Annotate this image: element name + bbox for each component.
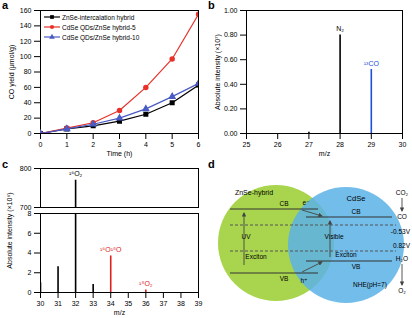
svg-text:H₂O: H₂O [396,255,408,262]
svg-text:26: 26 [274,141,282,148]
svg-text:O₂: O₂ [398,287,406,294]
svg-text:0.40: 0.40 [224,81,238,88]
svg-text:CdSe: CdSe [347,194,366,203]
svg-text:CB: CB [351,208,360,215]
svg-text:0: 0 [39,141,43,148]
html-text:a: a [2,0,9,11]
svg-text:Time (h): Time (h) [107,150,133,158]
svg-text:¹³CO: ¹³CO [364,60,380,67]
svg-text:ZnSe-hybrid: ZnSe-hybrid [235,189,273,197]
svg-text:m/z: m/z [114,309,126,316]
svg-text:33: 33 [89,300,97,307]
svg-text:CO₂: CO₂ [396,189,409,196]
svg-text:40: 40 [24,99,32,106]
svg-text:-0.53V: -0.53V [391,228,411,235]
svg-text:e⁻: e⁻ [302,199,309,206]
svg-text:37: 37 [159,300,167,307]
svg-text:CB: CB [279,200,288,207]
svg-text:0.80: 0.80 [224,31,238,38]
html-text:CdSe QDs/ZnSe hybrid-5: CdSe QDs/ZnSe hybrid-5 [62,23,136,31]
svg-text:60: 60 [24,84,32,91]
svg-text:800: 800 [20,165,32,172]
svg-text:0.60: 0.60 [224,56,238,63]
svg-text:700: 700 [19,203,32,211]
svg-text:CO: CO [397,213,407,220]
html-text:ZnSe-intercalation hybrid: ZnSe-intercalation hybrid [62,13,135,21]
svg-text:8: 8 [28,210,32,217]
svg-text:36: 36 [142,300,150,307]
svg-text:0.00: 0.00 [224,130,238,137]
svg-text:¹⁶O¹⁸O: ¹⁶O¹⁸O [100,246,122,253]
svg-text:160: 160 [20,7,32,14]
svg-text:27: 27 [305,141,313,148]
svg-text:20: 20 [24,114,32,121]
svg-text:4: 4 [28,249,32,256]
svg-text:¹⁶O₂: ¹⁶O₂ [69,170,83,177]
svg-text:30: 30 [399,141,407,148]
html-text:CdSe QDs/ZnSe hybrid-10: CdSe QDs/ZnSe hybrid-10 [62,33,140,41]
svg-text:80: 80 [24,68,32,75]
svg-text:CO yield (μmol/g): CO yield (μmol/g) [8,45,16,100]
svg-text:35: 35 [124,300,132,307]
svg-text:6: 6 [197,141,201,148]
svg-text:N₂: N₂ [336,25,344,32]
svg-text:0.20: 0.20 [224,105,238,112]
svg-text:UV: UV [241,233,251,240]
svg-text:3: 3 [118,141,122,148]
svg-text:32: 32 [72,300,80,307]
svg-text:31: 31 [54,300,62,307]
html-text:c: c [2,158,9,170]
svg-text:1.00: 1.00 [224,7,238,14]
svg-text:4: 4 [144,141,148,148]
svg-text:Exciton: Exciton [245,253,267,260]
svg-text:0.82V: 0.82V [393,242,411,249]
svg-text:1: 1 [65,141,69,148]
html-text:Absolute intensity (×10⁶): Absolute intensity (×10⁶) [5,191,13,269]
svg-text:Exciton: Exciton [335,251,357,258]
html-text:b: b [208,0,215,11]
svg-text:100: 100 [20,53,32,60]
svg-text:0: 0 [28,289,32,296]
svg-text:2: 2 [28,269,32,276]
svg-text:29: 29 [367,141,375,148]
svg-text:30: 30 [37,300,45,307]
svg-text:38: 38 [177,300,185,307]
svg-text:2: 2 [91,141,95,148]
svg-text:Absolute intensity (×10⁷): Absolute intensity (×10⁷) [214,34,222,110]
svg-text:140: 140 [20,22,32,29]
svg-text:39: 39 [195,300,203,307]
svg-text:VB: VB [352,263,361,270]
svg-text:NHE(pH=7): NHE(pH=7) [353,281,387,289]
svg-text:Visible: Visible [324,233,343,240]
html-text:d: d [208,158,215,170]
svg-text:34: 34 [107,300,115,307]
svg-text:28: 28 [336,141,344,148]
svg-text:120: 120 [20,37,32,44]
svg-text:m/z: m/z [319,150,331,157]
svg-text:¹⁸O₂: ¹⁸O₂ [139,280,153,287]
svg-text:6: 6 [28,229,32,236]
svg-text:VB: VB [280,275,289,282]
svg-text:0: 0 [28,130,32,137]
svg-text:h⁺: h⁺ [300,277,307,284]
svg-text:5: 5 [170,141,174,148]
svg-text:25: 25 [243,141,251,148]
